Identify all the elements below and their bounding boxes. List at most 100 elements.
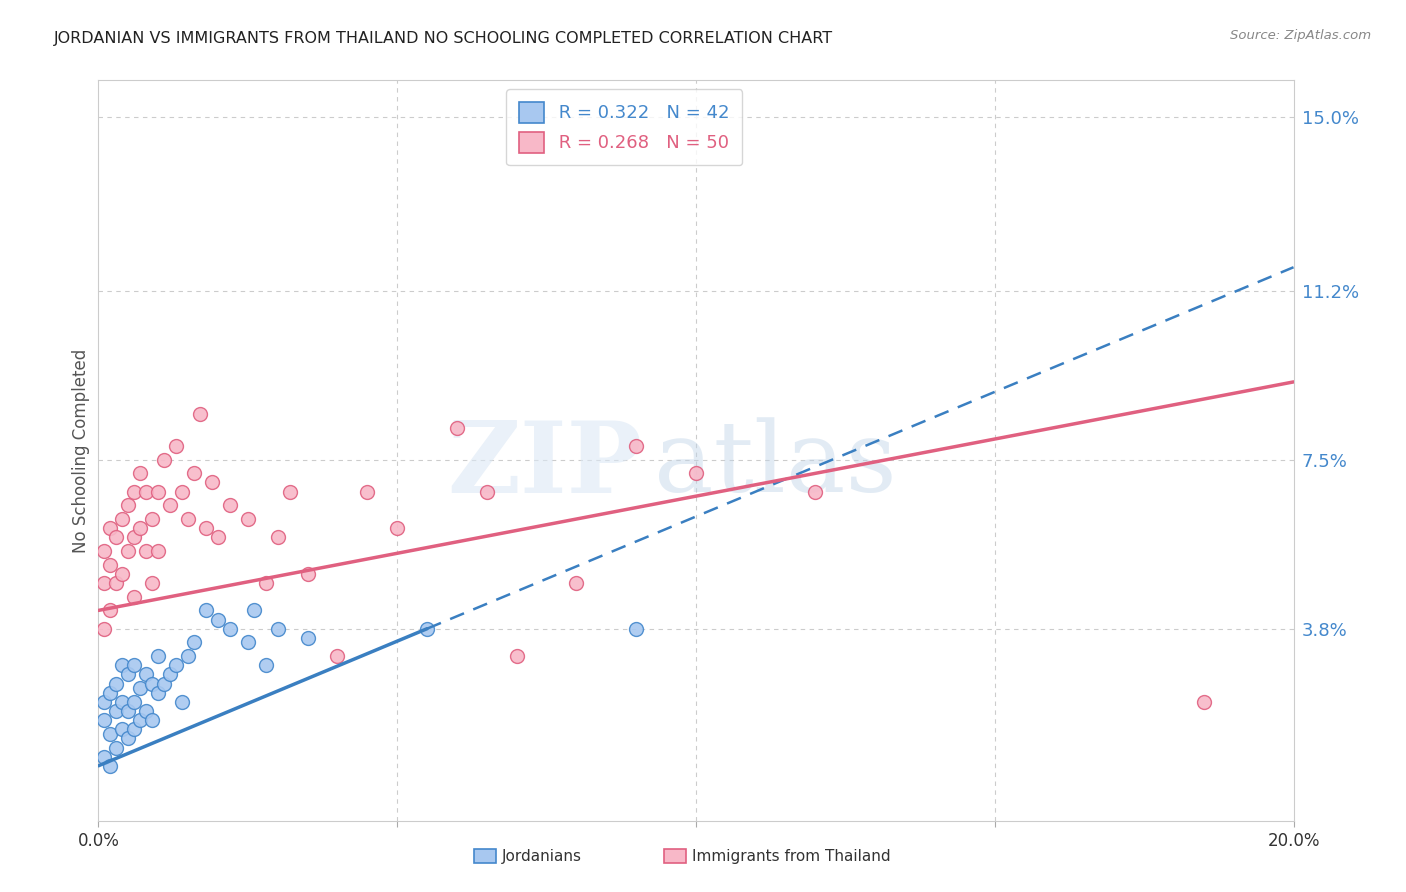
- Point: [195, 521, 218, 535]
- Point: [117, 498, 139, 512]
- Point: [148, 484, 170, 499]
- Point: [148, 686, 170, 700]
- Point: [183, 467, 205, 481]
- Point: [98, 759, 122, 773]
- Legend:  R = 0.322   N = 42,  R = 0.268   N = 50: R = 0.322 N = 42, R = 0.268 N = 50: [506, 89, 742, 165]
- Point: [153, 452, 176, 467]
- Point: [141, 713, 163, 727]
- Point: [254, 576, 277, 591]
- Point: [207, 530, 229, 544]
- Point: [98, 558, 122, 572]
- Point: [267, 622, 290, 636]
- Point: [416, 622, 439, 636]
- Point: [93, 544, 115, 558]
- Point: [685, 467, 707, 481]
- Point: [201, 475, 224, 490]
- Point: [129, 521, 152, 535]
- Point: [207, 613, 229, 627]
- Point: [236, 635, 259, 649]
- Point: [326, 649, 349, 664]
- Point: [177, 512, 200, 526]
- Point: [93, 749, 115, 764]
- Point: [475, 484, 498, 499]
- Point: [565, 576, 588, 591]
- Point: [297, 631, 319, 645]
- Point: [159, 667, 181, 681]
- Point: [219, 622, 242, 636]
- Point: [124, 484, 146, 499]
- Point: [804, 484, 827, 499]
- Point: [141, 512, 163, 526]
- Point: [111, 512, 134, 526]
- Point: [117, 731, 139, 746]
- Text: atlas: atlas: [654, 417, 897, 513]
- Point: [165, 439, 187, 453]
- Point: [254, 658, 277, 673]
- Text: Jordanians: Jordanians: [502, 849, 582, 863]
- Point: [278, 484, 301, 499]
- Point: [105, 530, 128, 544]
- Point: [267, 530, 290, 544]
- Point: [172, 484, 194, 499]
- Point: [195, 603, 218, 617]
- Point: [148, 649, 170, 664]
- Point: [141, 676, 163, 690]
- Point: [446, 420, 468, 434]
- Point: [135, 484, 157, 499]
- Point: [626, 439, 648, 453]
- Point: [129, 713, 152, 727]
- Point: [98, 727, 122, 741]
- Point: [219, 498, 242, 512]
- Point: [153, 676, 176, 690]
- Point: [124, 530, 146, 544]
- Point: [385, 521, 409, 535]
- Point: [129, 467, 152, 481]
- Point: [105, 740, 128, 755]
- Point: [356, 484, 378, 499]
- Point: [117, 544, 139, 558]
- Point: [93, 713, 115, 727]
- Point: [165, 658, 187, 673]
- Point: [148, 544, 170, 558]
- Point: [98, 521, 122, 535]
- Point: [124, 590, 146, 604]
- Point: [105, 704, 128, 718]
- Text: Source: ZipAtlas.com: Source: ZipAtlas.com: [1230, 29, 1371, 42]
- Text: JORDANIAN VS IMMIGRANTS FROM THAILAND NO SCHOOLING COMPLETED CORRELATION CHART: JORDANIAN VS IMMIGRANTS FROM THAILAND NO…: [53, 31, 832, 46]
- Y-axis label: No Schooling Completed: No Schooling Completed: [72, 349, 90, 552]
- Point: [135, 704, 157, 718]
- Point: [243, 603, 266, 617]
- Point: [93, 695, 115, 709]
- Point: [297, 566, 319, 581]
- Point: [236, 512, 259, 526]
- Text: ZIP: ZIP: [447, 417, 643, 514]
- Point: [129, 681, 152, 695]
- Point: [124, 695, 146, 709]
- Point: [141, 576, 163, 591]
- Point: [105, 576, 128, 591]
- Point: [183, 635, 205, 649]
- Point: [93, 622, 115, 636]
- Point: [124, 658, 146, 673]
- Text: Immigrants from Thailand: Immigrants from Thailand: [692, 849, 890, 863]
- Point: [111, 723, 134, 737]
- Point: [117, 704, 139, 718]
- Point: [135, 667, 157, 681]
- Point: [124, 723, 146, 737]
- Point: [111, 566, 134, 581]
- Point: [506, 649, 529, 664]
- Point: [111, 658, 134, 673]
- Point: [111, 695, 134, 709]
- Point: [1192, 695, 1215, 709]
- Point: [93, 576, 115, 591]
- Point: [98, 686, 122, 700]
- Point: [626, 622, 648, 636]
- Point: [117, 667, 139, 681]
- Point: [159, 498, 181, 512]
- Point: [135, 544, 157, 558]
- Point: [105, 676, 128, 690]
- Point: [177, 649, 200, 664]
- Point: [172, 695, 194, 709]
- Point: [188, 407, 211, 421]
- Point: [98, 603, 122, 617]
